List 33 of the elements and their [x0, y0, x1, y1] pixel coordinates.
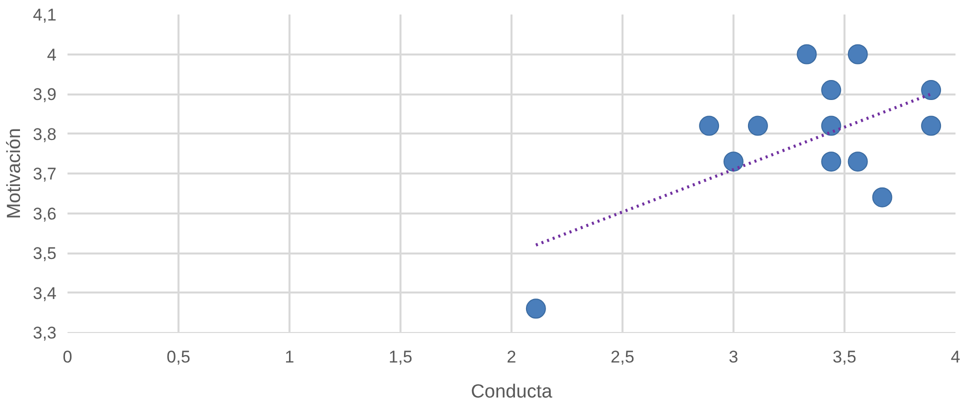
point	[748, 116, 768, 136]
x-tick-label: 4	[950, 348, 960, 366]
y-tick-label: 3,6	[32, 204, 57, 224]
y-tick-label: 3,9	[32, 85, 57, 104]
x-tick-label: 2	[506, 348, 516, 366]
y-axis-title: Motivación	[4, 128, 25, 219]
y-tick-label: 3,4	[32, 284, 57, 303]
point	[848, 152, 868, 172]
point	[724, 152, 744, 172]
point	[821, 80, 842, 100]
y-tick-label: 3,7	[32, 164, 57, 184]
point	[848, 44, 868, 64]
y-tick-label: 4,1	[32, 6, 57, 24]
point	[921, 80, 942, 100]
x-tick-label: 1,5	[388, 348, 412, 366]
point	[821, 116, 842, 136]
x-tick-label: 1	[284, 348, 294, 366]
point	[872, 187, 892, 208]
x-tick-label: 2,5	[610, 348, 634, 366]
x-tick-label: 0	[62, 348, 72, 366]
y-tick-label: 3,8	[32, 124, 57, 144]
x-tick-label: 3	[728, 348, 738, 366]
y-tick-label: 3,3	[32, 324, 57, 342]
point	[821, 152, 842, 172]
y-tick-label: 3,5	[32, 244, 57, 263]
point	[526, 298, 546, 319]
point	[796, 44, 817, 64]
x-tick-label: 3,5	[832, 348, 856, 366]
x-axis-title: Conducta	[470, 382, 553, 402]
point	[921, 116, 942, 136]
y-tick-label: 4	[47, 45, 57, 64]
point	[699, 116, 720, 136]
x-tick-label: 0,5	[166, 348, 190, 366]
